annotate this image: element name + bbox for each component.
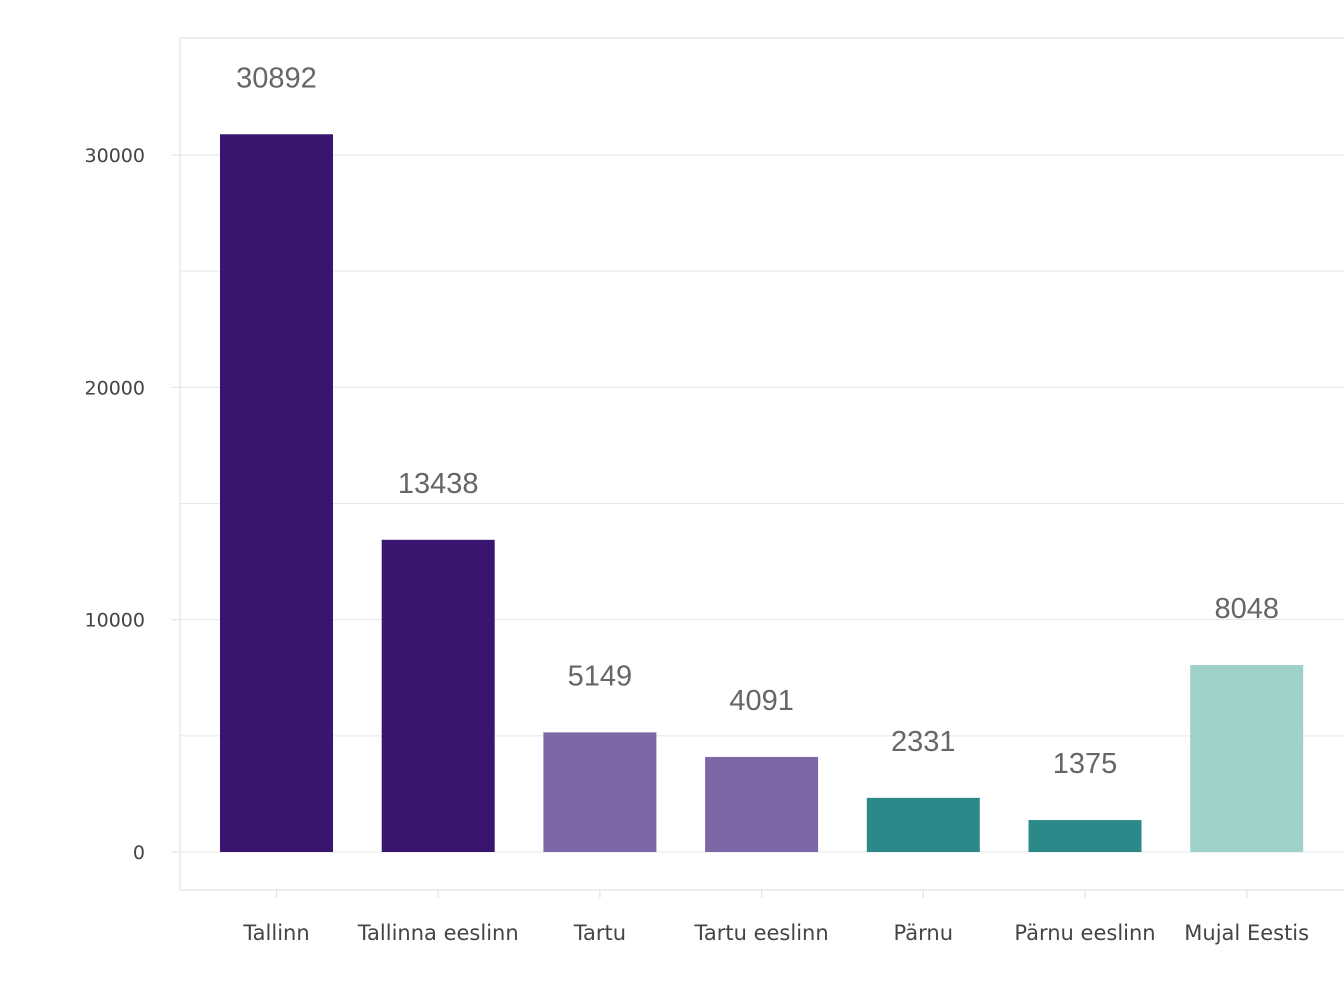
x-tick-label: Tallinn [242, 921, 309, 945]
data-label: 4091 [729, 685, 794, 717]
x-tick-label: Tartu eeslinn [694, 921, 829, 945]
data-label: 8048 [1214, 593, 1279, 625]
y-tick-label: 20000 [85, 377, 145, 399]
x-axis: Tallinn Tallinna eeslinn Tartu Tartu eeslin… [242, 890, 1309, 945]
bar-3 [705, 756, 819, 852]
x-tick-label: Pärnu [894, 921, 953, 945]
x-tick-label: Mujal Eestis [1184, 921, 1309, 945]
y-axis: 0 10000 20000 30000 [85, 145, 180, 864]
grid-layer [180, 154, 1344, 853]
bar-4 [866, 797, 980, 852]
data-label: 1375 [1053, 748, 1118, 780]
bars [220, 134, 1304, 852]
y-tick-label: 10000 [85, 610, 145, 632]
data-label: 30892 [236, 62, 317, 94]
x-tick-label: Pärnu eeslinn [1014, 921, 1155, 945]
y-tick-label: 0 [133, 842, 145, 864]
bar-2 [543, 732, 657, 852]
plot-frame [179, 37, 1344, 891]
bar-5 [1028, 820, 1142, 852]
bar-0 [220, 134, 333, 852]
data-labels: 30892 13438 5149 4091 2331 1375 8048 [236, 62, 1279, 780]
data-label: 2331 [891, 726, 956, 758]
bar-6 [1190, 665, 1304, 852]
bar-1 [381, 539, 495, 852]
x-tick-label: Tallinna eeslinn [357, 921, 519, 945]
data-label: 5149 [568, 660, 633, 692]
y-tick-label: 30000 [85, 145, 145, 167]
x-tick-label: Tartu [573, 921, 626, 945]
data-label: 13438 [398, 468, 479, 500]
